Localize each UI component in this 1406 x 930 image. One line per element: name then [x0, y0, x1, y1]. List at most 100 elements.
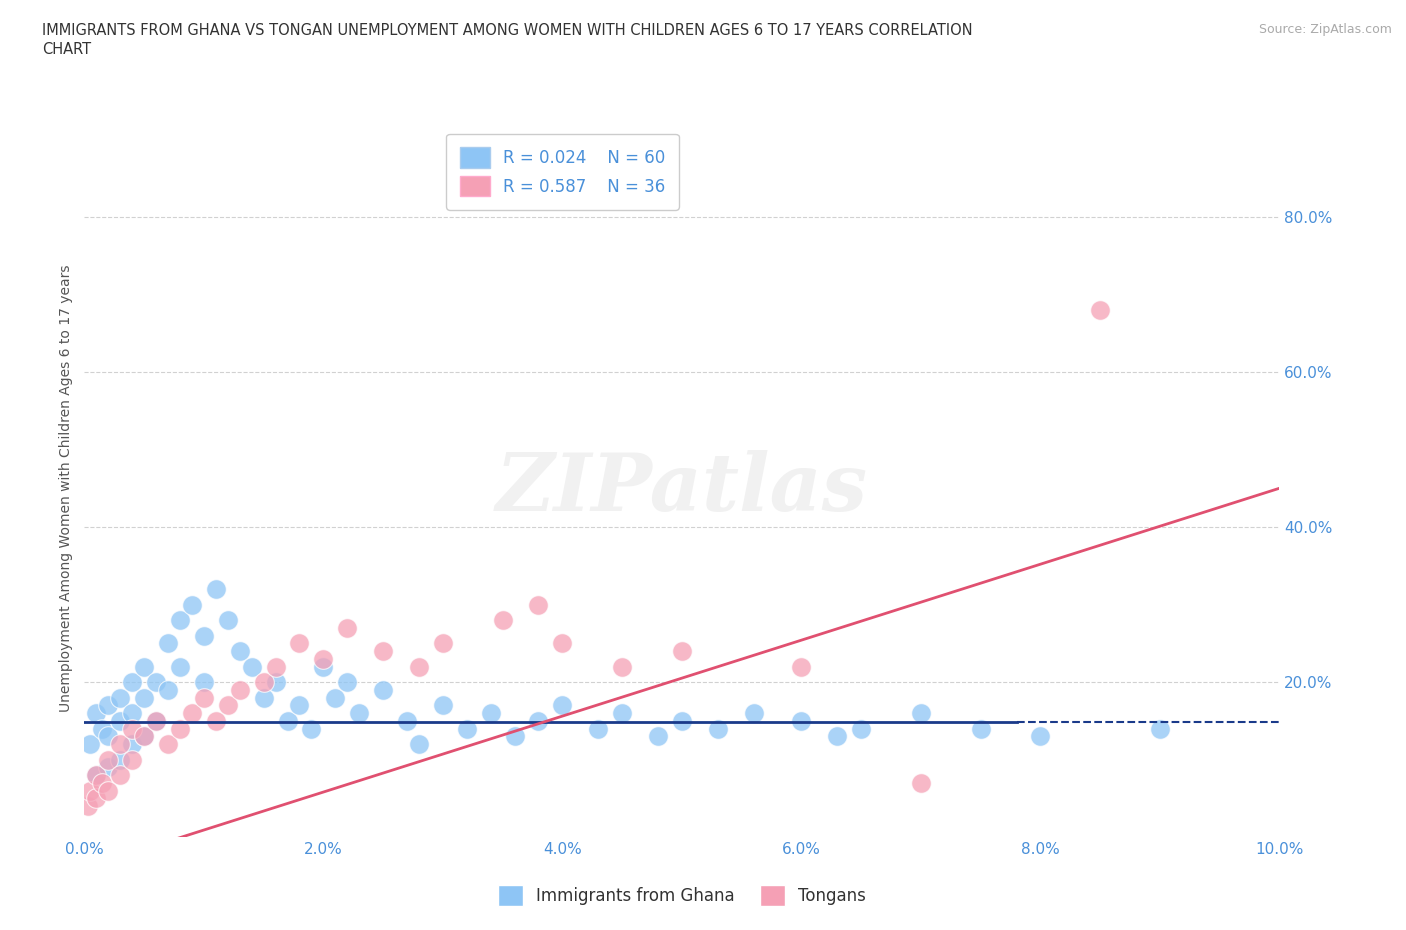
Point — [86, 767, 108, 782]
Point — [240, 659, 263, 674]
Point — [132, 659, 156, 674]
Point — [1029, 729, 1052, 744]
Text: CHART: CHART — [42, 42, 91, 57]
Point — [479, 706, 502, 721]
Point — [707, 721, 730, 736]
Point — [205, 581, 228, 596]
Point — [349, 706, 371, 721]
Point — [1090, 302, 1112, 317]
Point — [671, 713, 693, 728]
Point — [193, 628, 215, 643]
Point — [253, 690, 276, 705]
Point — [86, 767, 108, 782]
Point — [456, 721, 478, 736]
Point — [132, 729, 156, 744]
Point — [432, 636, 454, 651]
Point — [79, 783, 101, 798]
Point — [336, 620, 359, 635]
Point — [97, 752, 120, 767]
Point — [180, 597, 204, 612]
Point — [193, 690, 215, 705]
Point — [121, 674, 143, 689]
Text: IMMIGRANTS FROM GHANA VS TONGAN UNEMPLOYMENT AMONG WOMEN WITH CHILDREN AGES 6 TO: IMMIGRANTS FROM GHANA VS TONGAN UNEMPLOY… — [42, 23, 973, 38]
Point — [610, 659, 633, 674]
Point — [97, 760, 120, 775]
Point — [228, 644, 252, 658]
Point — [288, 636, 311, 651]
Point — [647, 729, 669, 744]
Point — [301, 721, 323, 736]
Point — [97, 698, 120, 712]
Point — [288, 698, 311, 712]
Point — [588, 721, 610, 736]
Point — [910, 706, 932, 721]
Point — [145, 674, 167, 689]
Point — [264, 674, 287, 689]
Point — [91, 721, 114, 736]
Point — [169, 613, 191, 628]
Point — [742, 706, 765, 721]
Point — [492, 613, 515, 628]
Point — [157, 737, 180, 751]
Legend: Immigrants from Ghana, Tongans: Immigrants from Ghana, Tongans — [491, 879, 873, 912]
Point — [110, 737, 132, 751]
Point — [97, 783, 120, 798]
Point — [671, 644, 693, 658]
Point — [157, 636, 180, 651]
Point — [790, 713, 813, 728]
Point — [503, 729, 526, 744]
Point — [312, 651, 335, 666]
Point — [336, 674, 359, 689]
Point — [408, 737, 430, 751]
Point — [110, 752, 132, 767]
Point — [91, 776, 114, 790]
Point — [551, 636, 574, 651]
Point — [228, 683, 252, 698]
Point — [110, 767, 132, 782]
Point — [849, 721, 872, 736]
Point — [110, 690, 132, 705]
Point — [145, 713, 167, 728]
Point — [827, 729, 849, 744]
Point — [169, 721, 191, 736]
Point — [217, 613, 239, 628]
Point — [180, 706, 204, 721]
Point — [910, 776, 932, 790]
Point — [312, 659, 335, 674]
Point — [79, 737, 101, 751]
Point — [169, 659, 191, 674]
Point — [551, 698, 574, 712]
Point — [408, 659, 430, 674]
Point — [527, 713, 550, 728]
Point — [527, 597, 550, 612]
Point — [277, 713, 299, 728]
Point — [970, 721, 993, 736]
Point — [790, 659, 813, 674]
Y-axis label: Unemployment Among Women with Children Ages 6 to 17 years: Unemployment Among Women with Children A… — [59, 264, 73, 712]
Point — [323, 690, 347, 705]
Point — [157, 683, 180, 698]
Point — [253, 674, 276, 689]
Point — [110, 713, 132, 728]
Point — [77, 799, 100, 814]
Point — [396, 713, 419, 728]
Point — [371, 644, 394, 658]
Point — [86, 790, 108, 805]
Text: ZIPatlas: ZIPatlas — [496, 449, 868, 527]
Point — [121, 752, 143, 767]
Point — [132, 690, 156, 705]
Point — [371, 683, 394, 698]
Point — [610, 706, 633, 721]
Point — [1149, 721, 1171, 736]
Point — [264, 659, 287, 674]
Point — [132, 729, 156, 744]
Point — [193, 674, 215, 689]
Point — [121, 721, 143, 736]
Point — [145, 713, 167, 728]
Point — [86, 706, 108, 721]
Point — [217, 698, 239, 712]
Point — [205, 713, 228, 728]
Point — [97, 729, 120, 744]
Text: Source: ZipAtlas.com: Source: ZipAtlas.com — [1258, 23, 1392, 36]
Point — [432, 698, 454, 712]
